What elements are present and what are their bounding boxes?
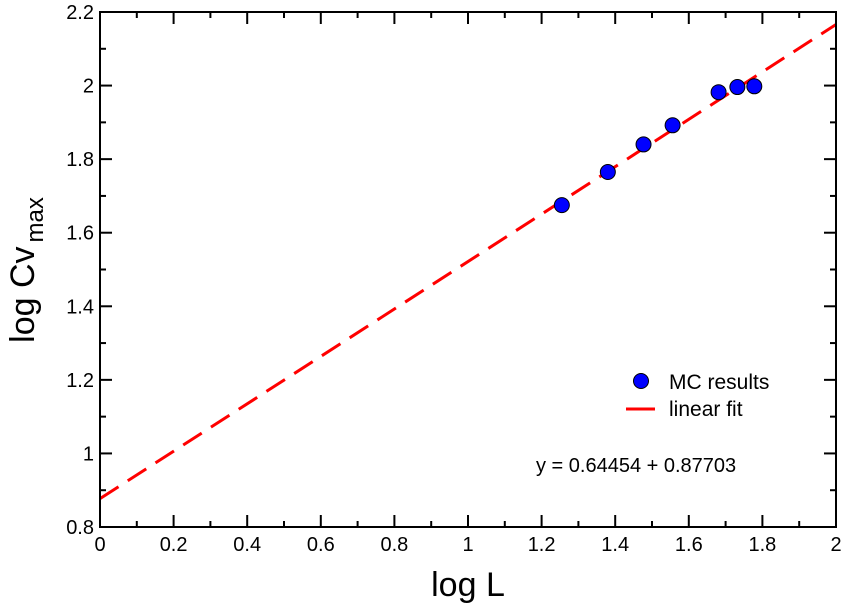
x-tick-label: 0.8 (380, 534, 408, 556)
fit-line-layer (99, 23, 837, 500)
data-point (710, 84, 727, 101)
linear-fit-line (99, 23, 837, 500)
y-axis-title-main: log Cv (4, 246, 42, 342)
y-tick-label: 1.4 (66, 296, 94, 318)
y-tick-label: 1.2 (66, 370, 94, 392)
y-tick-label: 1.6 (66, 223, 94, 245)
data-point (746, 78, 763, 95)
data-point (729, 79, 746, 96)
legend-marker-mc-results (633, 373, 649, 389)
data-point (664, 117, 681, 134)
x-tick-label: 1 (462, 534, 473, 556)
x-tick-label: 1.2 (528, 534, 556, 556)
x-tick-label: 0.4 (233, 534, 261, 556)
y-axis-title-subscript: max (22, 197, 49, 242)
x-tick-label: 0.2 (160, 534, 188, 556)
y-tick-label: 1 (83, 443, 94, 465)
y-axis-title: log Cv max (4, 197, 49, 343)
x-tick-label: 1.8 (748, 534, 776, 556)
ticks-layer: 0 0.2 0.4 0.6 0.8 1 1.2 1.4 1.6 1.8 2 0.8 1 1.2 1.4 1.6… (66, 2, 841, 556)
x-tick-label: 1.4 (601, 534, 629, 556)
x-tick-label: 0.6 (307, 534, 335, 556)
fit-equation-annotation: y = 0.64454 + 0.87703 (536, 455, 736, 477)
data-point (553, 197, 570, 214)
x-tick-label: 1.6 (675, 534, 703, 556)
data-point (599, 164, 616, 181)
x-tick-label: 2 (830, 534, 841, 556)
y-tick-label: 2 (83, 76, 94, 98)
legend: MC results linear fit (626, 371, 769, 421)
legend-label-linear-fit: linear fit (669, 398, 743, 421)
y-tick-label: 0.8 (66, 517, 94, 539)
x-axis-title: log L (431, 566, 505, 604)
data-points-layer (553, 78, 763, 214)
y-tick-label: 1.8 (66, 149, 94, 171)
data-point (635, 136, 652, 153)
legend-label-mc-results: MC results (669, 371, 769, 394)
x-tick-label: 0 (94, 534, 105, 556)
y-tick-label: 2.2 (66, 2, 94, 24)
